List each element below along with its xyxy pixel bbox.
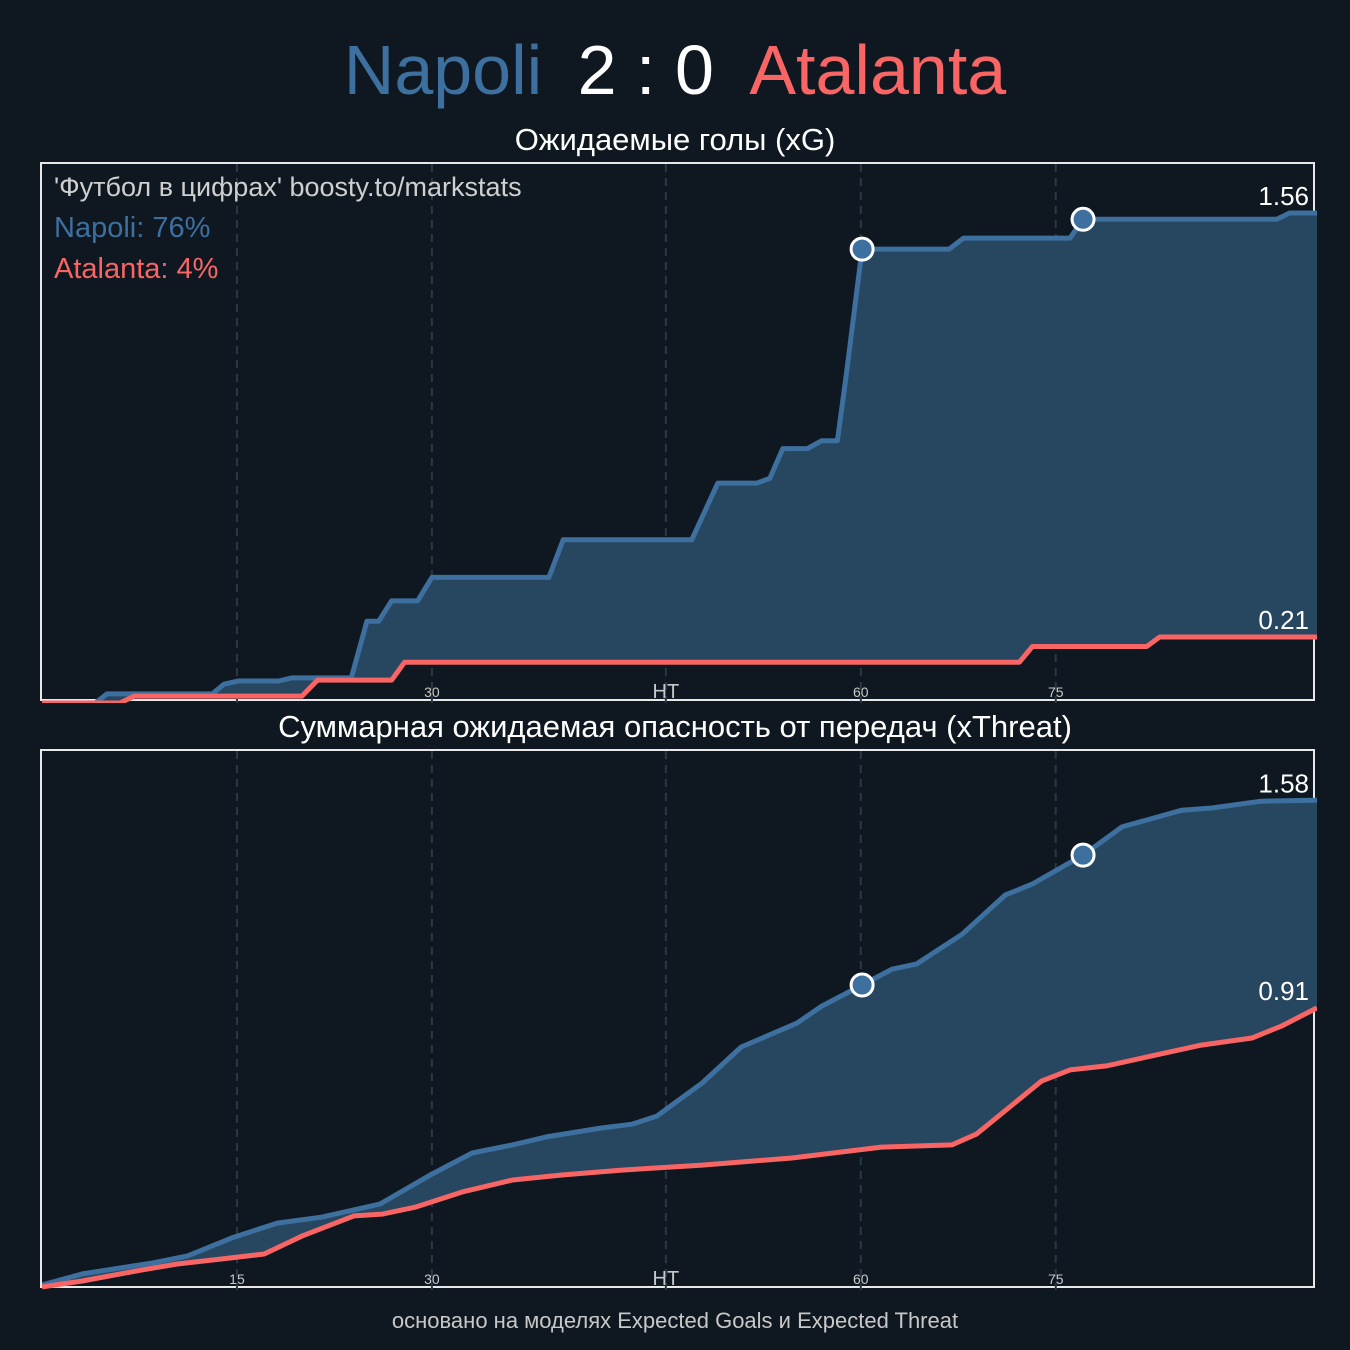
end-value-label: 1.58 [1258,768,1309,798]
goal-marker [849,972,875,998]
x-tick-label: 30 [424,684,440,700]
legend-away: Atalanta: 4% [54,253,219,285]
x-tick-label: 15 [229,1271,245,1287]
end-value-label: 1.56 [1258,181,1309,211]
goal-marker [1070,842,1096,868]
end-value-label: 0.91 [1258,976,1309,1006]
xthreat-chart-title: Суммарная ожидаемая опасность от передач… [278,709,1072,744]
series-line-atalanta [42,634,1317,703]
x-tick-label: HT [653,681,680,703]
x-tick-label: 60 [853,1271,869,1287]
series-line-napoli [42,210,1317,703]
score: 2 : 0 [577,31,714,109]
footer-note: основано на моделях Expected Goals и Exp… [391,1308,959,1333]
x-tick-label: 60 [853,684,869,700]
home-team: Napoli [343,31,543,109]
x-tick-label: HT [653,1268,680,1290]
watermark: 'Футбол в цифрах' boosty.to/markstats [54,172,522,202]
x-tick-label: 75 [1048,1271,1064,1287]
difference-area [42,800,1317,1287]
xg-chart-title: Ожидаемые голы (xG) [514,122,836,157]
x-tick-label: 30 [424,1271,440,1287]
difference-area [42,213,1317,703]
x-tick-label: 75 [1048,684,1064,700]
match-header: Napoli 2 : 0 Atalanta [0,28,1350,112]
series-line-atalanta [42,1005,1317,1290]
goal-marker [1070,206,1096,232]
end-value-label: 0.21 [1258,605,1309,635]
xthreat-chart: 15 30 HT 60 75 1.58 0.91 [40,749,1317,1290]
legend-home: Napoli: 76% [54,212,211,244]
away-team: Atalanta [749,31,1007,109]
goal-marker [849,236,875,262]
